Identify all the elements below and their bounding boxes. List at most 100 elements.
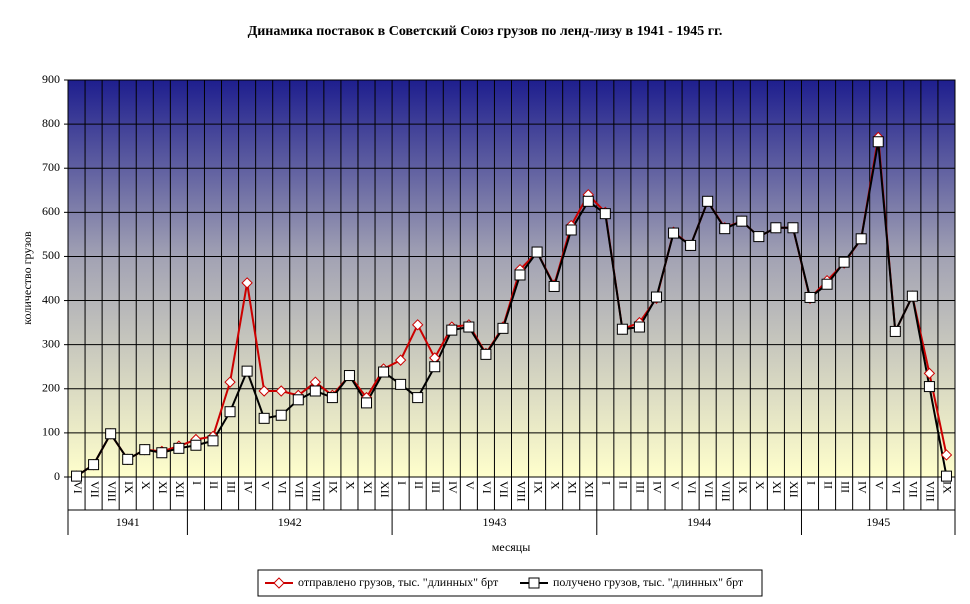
marker	[71, 470, 83, 482]
series-line	[75, 141, 948, 477]
x-tick-label: IX	[531, 481, 545, 494]
marker	[702, 195, 714, 207]
x-tick-label: II	[821, 481, 835, 489]
y-axis-label: количество грузов	[20, 231, 34, 325]
x-tick-label: V	[668, 481, 682, 490]
x-tick-label: III	[838, 481, 852, 493]
x-axis-label: месяцы	[492, 540, 531, 554]
marker	[770, 222, 782, 234]
x-tick-label: X	[548, 481, 562, 490]
marker	[173, 442, 185, 454]
x-tick-label: I	[804, 481, 818, 485]
marker	[497, 322, 509, 334]
x-tick-label: X	[344, 481, 358, 490]
marker	[292, 394, 304, 406]
marker	[528, 577, 540, 589]
x-tick-label: IX	[941, 481, 955, 494]
marker	[650, 291, 662, 303]
marker	[668, 227, 680, 239]
marker	[753, 231, 765, 243]
plot-border	[67, 79, 956, 478]
marker	[429, 361, 441, 373]
marker	[224, 406, 236, 418]
x-tick-label: III	[634, 481, 648, 493]
year-label: 1944	[687, 515, 711, 529]
x-tick-label: XII	[173, 481, 187, 498]
x-tick-label: I	[190, 481, 204, 485]
marker	[378, 366, 390, 378]
marker	[326, 392, 338, 404]
x-tick-label: III	[224, 481, 238, 493]
x-tick-label: XI	[565, 481, 579, 494]
x-tick-label: XII	[378, 481, 392, 498]
marker	[872, 136, 884, 148]
x-tick-label: VII	[702, 481, 716, 498]
x-tick-label: IV	[446, 481, 460, 494]
y-tick-label: 200	[42, 381, 60, 395]
marker	[258, 412, 270, 424]
x-tick-label: VII	[497, 481, 511, 498]
x-tick-label: VIII	[105, 481, 119, 502]
marker	[514, 269, 526, 281]
marker	[412, 392, 424, 404]
y-tick-label: 500	[42, 248, 60, 262]
x-tick-label: VIII	[924, 481, 938, 502]
y-tick-label: 0	[54, 469, 60, 483]
x-tick-label: V	[258, 481, 272, 490]
marker	[548, 280, 560, 292]
x-tick-label: VIII	[514, 481, 528, 502]
y-tick-label: 800	[42, 116, 60, 130]
marker	[361, 397, 373, 409]
x-tick-label: VI	[71, 481, 85, 494]
marker	[463, 321, 475, 333]
marker	[156, 447, 168, 459]
x-tick-label: XII	[787, 481, 801, 498]
x-tick-label: IV	[855, 481, 869, 494]
marker	[241, 365, 253, 377]
marker	[906, 290, 918, 302]
year-label: 1941	[116, 515, 140, 529]
legend-label: получено грузов, тыс. "длинных" брт	[553, 575, 744, 589]
marker	[139, 444, 151, 456]
marker	[122, 453, 134, 465]
y-tick-label: 700	[42, 160, 60, 174]
marker	[940, 470, 952, 482]
x-tick-label: III	[429, 481, 443, 493]
x-tick-label: I	[600, 481, 614, 485]
x-tick-label: XI	[361, 481, 375, 494]
marker	[940, 449, 953, 461]
x-tick-label: IX	[327, 481, 341, 494]
marker	[309, 385, 321, 397]
marker	[855, 233, 867, 245]
legend-label: отправлено грузов, тыс. "длинных" брт	[298, 575, 499, 589]
x-tick-label: VII	[88, 481, 102, 498]
marker	[565, 224, 577, 236]
marker	[804, 291, 816, 303]
year-label: 1943	[482, 515, 506, 529]
x-tick-label: VI	[275, 481, 289, 494]
marker	[273, 577, 285, 589]
marker	[258, 385, 270, 397]
chart-title: Динамика поставок в Советский Союз грузо…	[248, 24, 723, 39]
x-tick-label: XI	[770, 481, 784, 494]
marker	[88, 459, 100, 471]
x-tick-label: VIII	[719, 481, 733, 502]
x-tick-label: VII	[907, 481, 921, 498]
x-tick-label: VI	[890, 481, 904, 494]
x-tick-label: XI	[156, 481, 170, 494]
marker	[616, 323, 628, 335]
x-tick-label: IX	[736, 481, 750, 494]
x-tick-label: X	[753, 481, 767, 490]
marker	[105, 428, 117, 440]
marker	[275, 385, 287, 397]
x-tick-label: IV	[241, 481, 255, 494]
marker	[446, 324, 458, 336]
y-tick-label: 900	[42, 72, 60, 86]
marker	[923, 367, 936, 380]
marker	[241, 277, 253, 289]
y-tick-label: 400	[42, 292, 60, 306]
marker	[821, 278, 833, 290]
marker	[633, 321, 645, 333]
marker	[394, 354, 407, 366]
